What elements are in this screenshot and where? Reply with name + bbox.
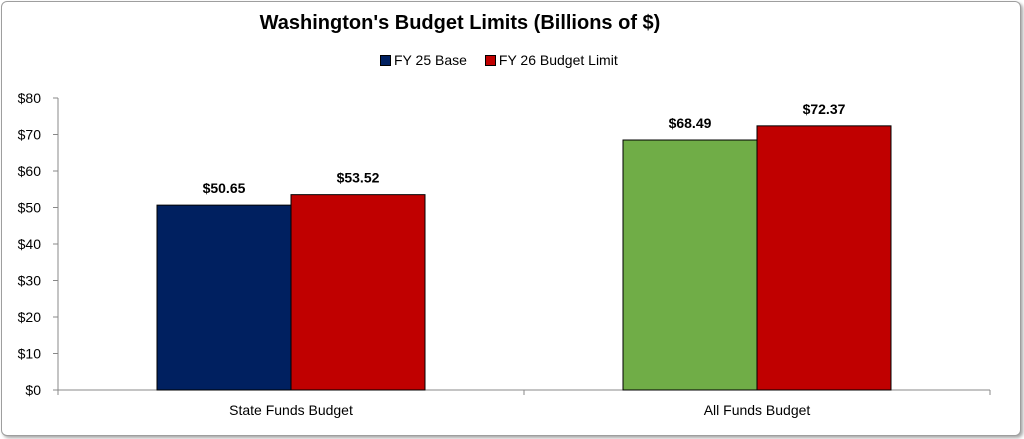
y-tick-label: $70 [18, 127, 42, 143]
y-tick-label: $60 [18, 163, 42, 179]
chart-title: Washington's Budget Limits (Billions of … [259, 12, 661, 34]
x-tick-label: All Funds Budget [704, 402, 811, 418]
bar-fy26-state-funds [290, 194, 426, 391]
legend-item-fy25: FY 25 Base [380, 52, 467, 68]
bar-fy25-state-funds [156, 204, 292, 391]
bar-value-label: $72.37 [803, 101, 846, 117]
bar-value-label: $53.52 [337, 170, 380, 186]
y-tick-label: $10 [18, 346, 42, 362]
legend-swatch-fy26 [484, 54, 496, 66]
chart-legend: FY 25 Base FY 26 Budget Limit [380, 52, 618, 68]
legend-label-fy26: FY 26 Budget Limit [498, 52, 618, 68]
legend-label-fy25: FY 25 Base [394, 52, 467, 68]
bar-fy25-all-funds [622, 139, 758, 391]
y-tick-label: $20 [18, 309, 42, 325]
y-tick-label: $80 [18, 90, 42, 106]
y-tick-label: $40 [18, 236, 42, 252]
legend-swatch-fy25 [380, 54, 391, 66]
bar-value-label: $50.65 [203, 180, 246, 196]
y-tick-label: $50 [18, 200, 42, 216]
legend-item-fy26: FY 26 Budget Limit [484, 52, 618, 68]
bar-fy26-all-funds [756, 125, 892, 391]
bar-value-label: $68.49 [669, 115, 712, 131]
y-tick-label: $0 [25, 382, 41, 398]
x-tick-label: State Funds Budget [229, 402, 353, 418]
y-tick-label: $30 [18, 273, 42, 289]
